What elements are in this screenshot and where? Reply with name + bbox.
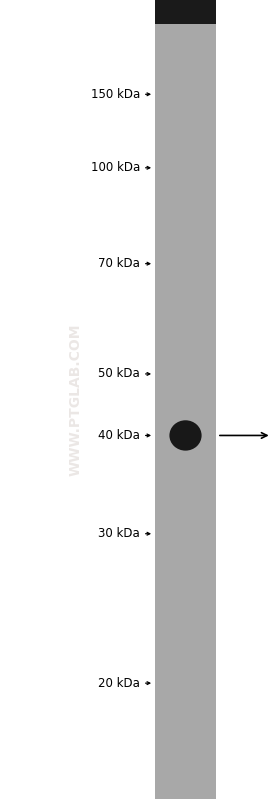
Text: 100 kDa: 100 kDa [91,161,140,174]
Text: 50 kDa: 50 kDa [98,368,140,380]
Text: 150 kDa: 150 kDa [91,88,140,101]
Text: 20 kDa: 20 kDa [98,677,140,690]
Text: WWW.PTGLAB.COM: WWW.PTGLAB.COM [69,324,83,475]
Bar [155,0,216,799]
Text: 70 kDa: 70 kDa [98,257,140,270]
Ellipse shape [169,420,202,451]
Bar [155,0,216,24]
Text: 30 kDa: 30 kDa [98,527,140,540]
Text: 40 kDa: 40 kDa [98,429,140,442]
